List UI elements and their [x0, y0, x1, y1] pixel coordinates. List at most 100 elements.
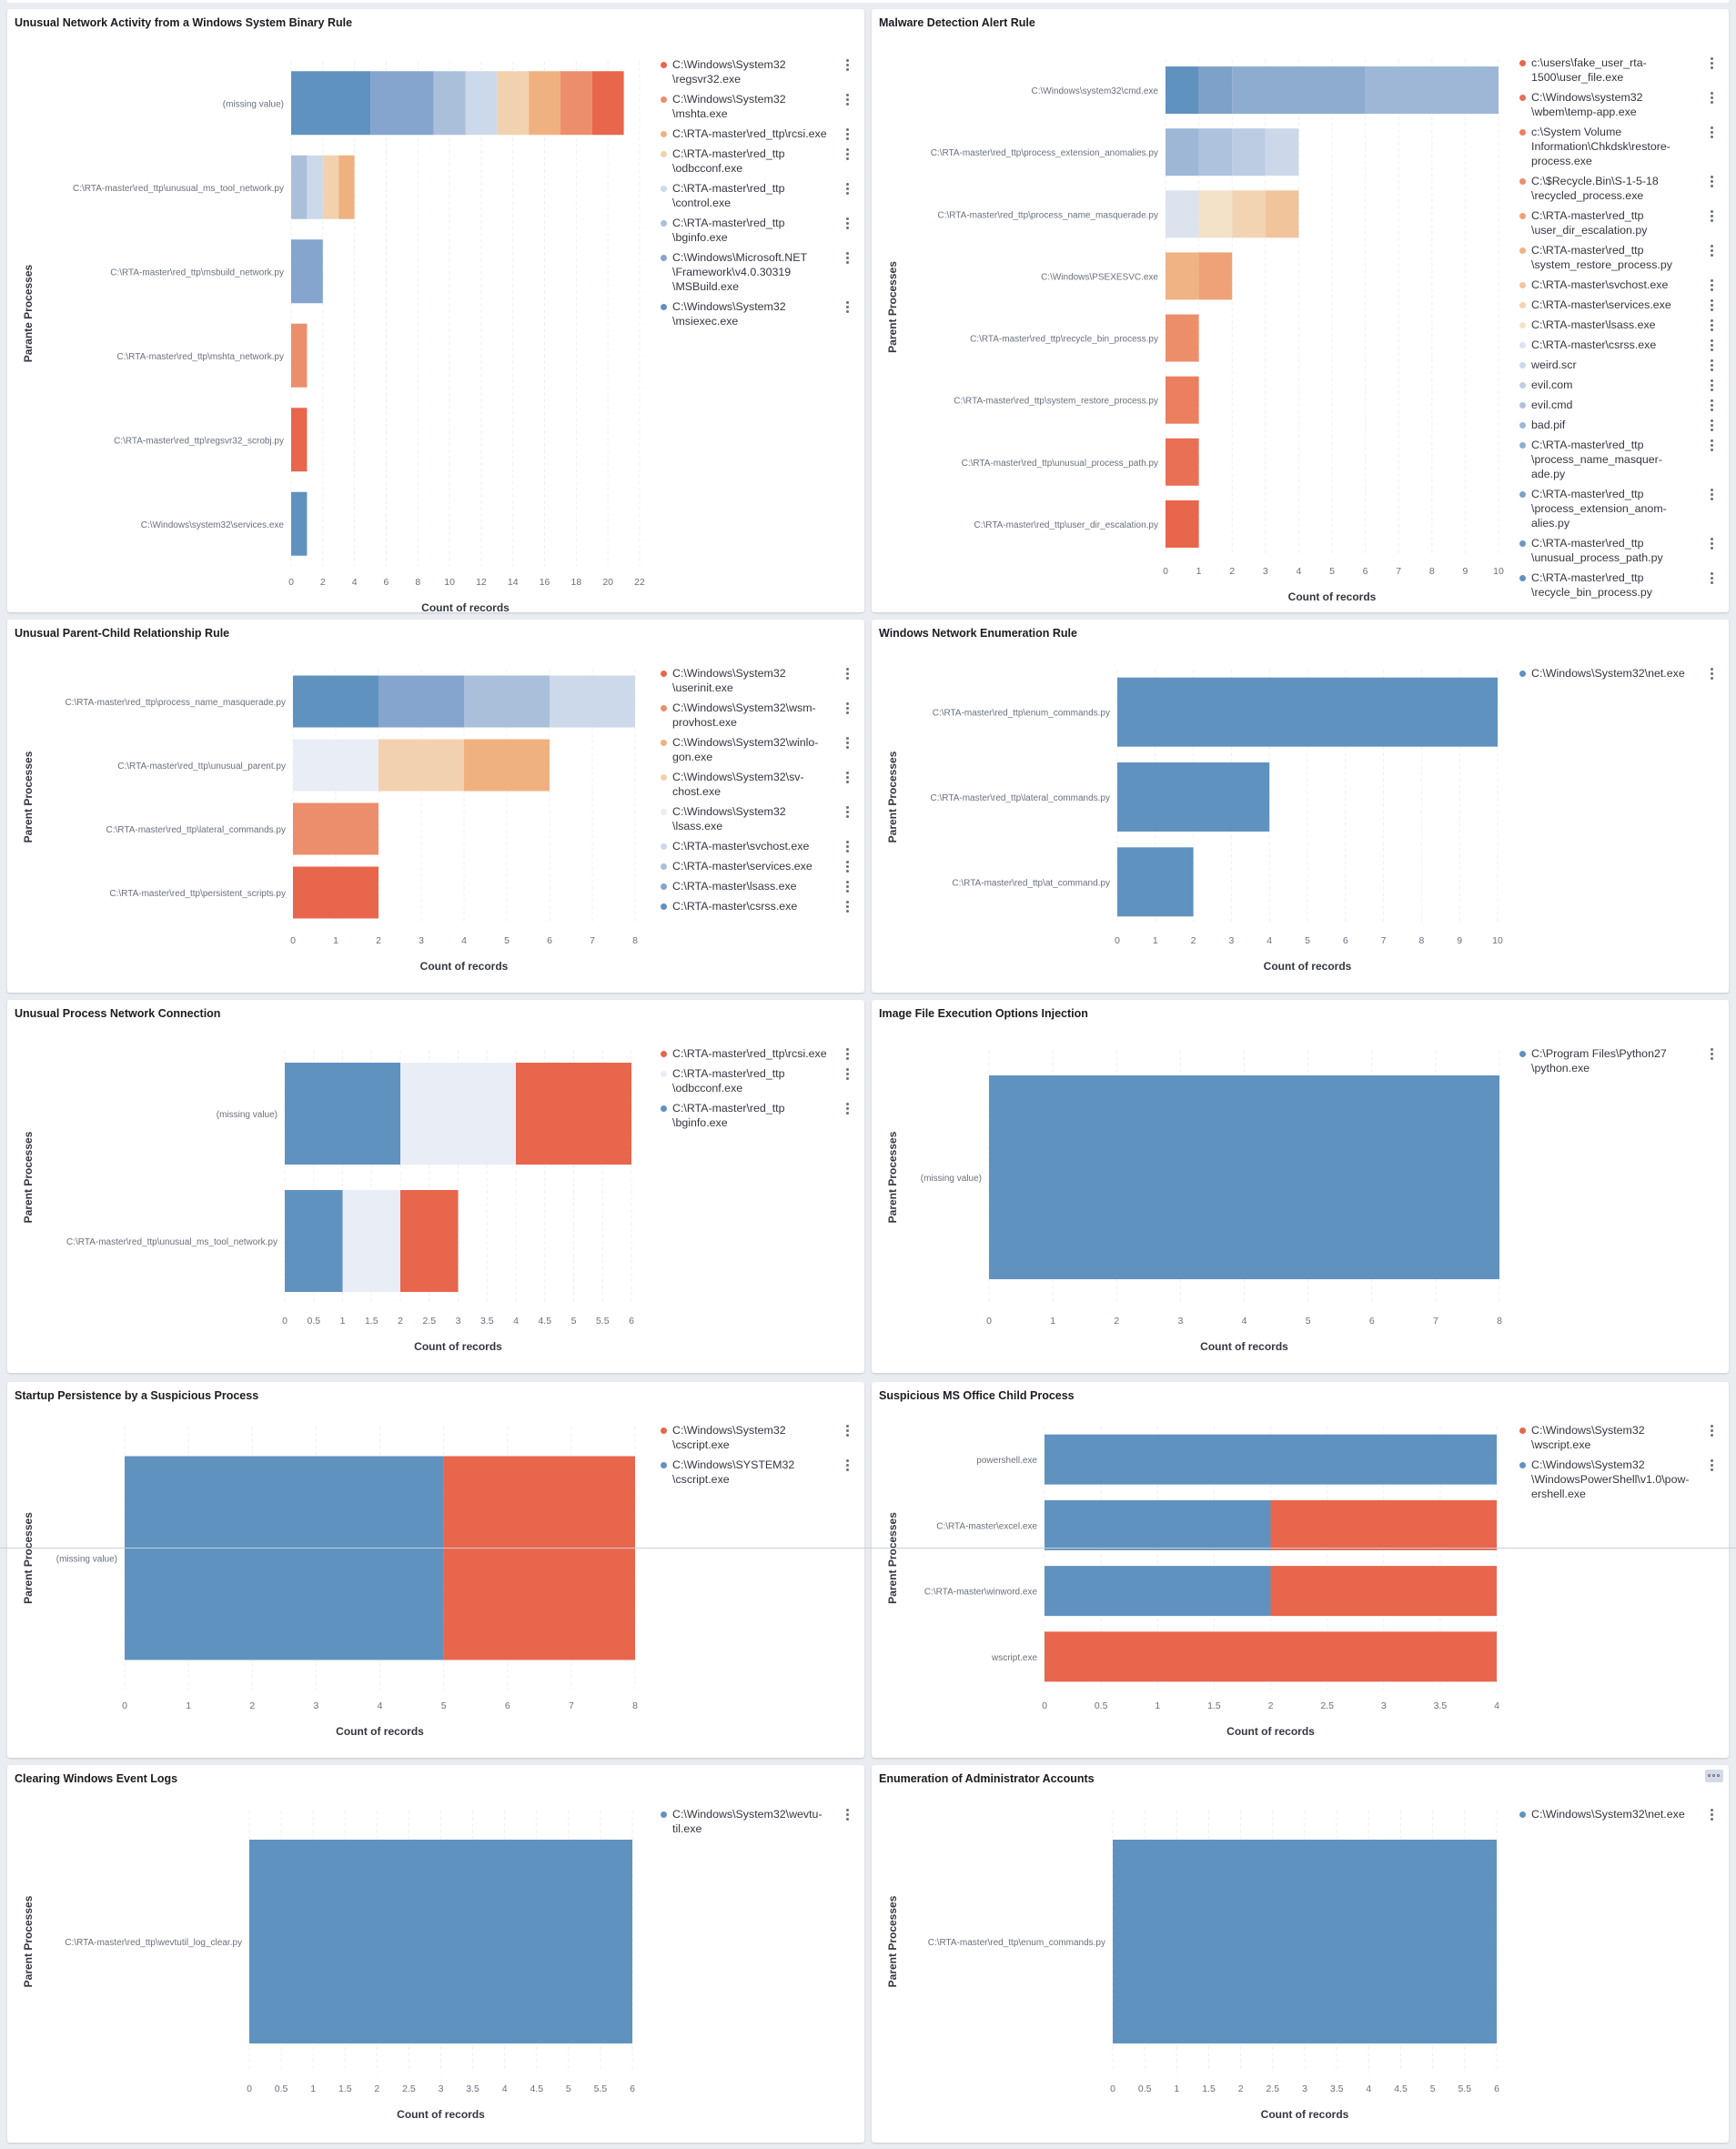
legend-options-icon[interactable] — [844, 216, 850, 230]
legend-item[interactable]: C:\RTA-master\red_ttp \process_name_masq… — [1519, 438, 1716, 481]
legend-item[interactable]: C:\RTA-master\svchost.exe — [661, 839, 852, 853]
legend-item[interactable]: C:\RTA-master\lsass.exe — [661, 879, 852, 893]
legend-options-icon[interactable] — [844, 735, 850, 750]
legend-options-icon[interactable] — [1709, 55, 1714, 70]
legend-options-icon[interactable] — [844, 804, 850, 819]
legend-item[interactable]: C:\RTA-master\csrss.exe — [661, 899, 852, 913]
legend-options-icon[interactable] — [844, 181, 850, 196]
legend-item[interactable]: C:\Windows\System32 \mshta.exe — [661, 92, 852, 121]
bar-segment[interactable] — [293, 802, 378, 855]
legend-options-icon[interactable] — [844, 1807, 850, 1821]
legend-item[interactable]: C:\RTA-master\red_ttp\rcsi.exe — [661, 126, 852, 141]
legend-item[interactable]: c:\System Volume Information\Chkdsk\rest… — [1519, 125, 1716, 168]
bar-segment[interactable] — [464, 675, 550, 728]
legend-item[interactable]: weird.scr — [1519, 358, 1716, 372]
bar-segment[interactable] — [1365, 66, 1499, 115]
legend-item[interactable]: C:\RTA-master\red_ttp \bginfo.exe — [661, 1101, 852, 1130]
legend-item[interactable]: C:\RTA-master\red_ttp \process_extension… — [1519, 487, 1716, 530]
bar-segment[interactable] — [1270, 1566, 1498, 1617]
bar-segment[interactable] — [550, 675, 635, 728]
legend-options-icon[interactable] — [1709, 338, 1714, 352]
legend-options-icon[interactable] — [1709, 1423, 1714, 1438]
legend-options-icon[interactable] — [1709, 418, 1714, 432]
legend-options-icon[interactable] — [1709, 208, 1714, 223]
bar-segment[interactable] — [293, 866, 378, 919]
bar-segment[interactable] — [291, 71, 371, 136]
legend-item[interactable]: C:\RTA-master\red_ttp \user_dir_escalati… — [1519, 208, 1716, 237]
bar-segment[interactable] — [291, 323, 308, 388]
legend-options-icon[interactable] — [1709, 438, 1714, 452]
bar-segment[interactable] — [989, 1075, 1499, 1279]
legend-options-icon[interactable] — [844, 250, 850, 265]
bar-segment[interactable] — [285, 1063, 400, 1165]
legend-options-icon[interactable] — [1709, 90, 1714, 105]
bar-segment[interactable] — [465, 71, 498, 136]
legend-item[interactable]: C:\Windows\System32\sv- chost.exe — [661, 770, 852, 799]
legend-options-icon[interactable] — [1709, 666, 1714, 681]
legend-options-icon[interactable] — [844, 146, 850, 161]
bar-segment[interactable] — [1166, 190, 1199, 238]
bar-segment[interactable] — [1045, 1434, 1497, 1485]
legend-options-icon[interactable] — [1709, 358, 1714, 372]
legend-options-icon[interactable] — [844, 1423, 850, 1438]
bar-segment[interactable] — [307, 155, 323, 219]
legend-options-icon[interactable] — [844, 839, 850, 853]
legend-item[interactable]: C:\Windows\System32 \msiexec.exe — [661, 299, 852, 328]
bar-segment[interactable] — [342, 1190, 401, 1292]
bar-segment[interactable] — [1232, 128, 1266, 177]
legend-item[interactable]: C:\Windows\Microsoft.NET \Framework\v4.0… — [661, 250, 852, 294]
bar-segment[interactable] — [378, 675, 464, 728]
legend-item[interactable]: C:\Windows\System32\net.exe — [1519, 666, 1716, 681]
legend-options-icon[interactable] — [844, 1046, 850, 1061]
legend-item[interactable]: C:\RTA-master\csrss.exe — [1519, 338, 1716, 352]
bar-segment[interactable] — [291, 239, 323, 304]
bar-segment[interactable] — [293, 675, 378, 728]
legend-item[interactable]: C:\RTA-master\lsass.exe — [1519, 318, 1716, 332]
legend-options-icon[interactable] — [1709, 398, 1714, 412]
bar-segment[interactable] — [1166, 376, 1199, 424]
bar-segment[interactable] — [400, 1190, 459, 1292]
legend-item[interactable]: C:\RTA-master\red_ttp \recycle_bin_proce… — [1519, 570, 1716, 600]
legend-options-icon[interactable] — [844, 701, 850, 715]
bar-segment[interactable] — [291, 491, 308, 556]
legend-item[interactable]: C:\Windows\System32\wsm- provhost.exe — [661, 701, 852, 730]
bar-segment[interactable] — [1265, 128, 1299, 177]
bar-segment[interactable] — [1166, 499, 1199, 548]
bar-segment[interactable] — [291, 408, 308, 472]
legend-options-icon[interactable] — [1709, 487, 1714, 501]
bar-segment[interactable] — [400, 1063, 516, 1165]
legend-item[interactable]: C:\Windows\System32 \WindowsPowerShell\v… — [1519, 1458, 1716, 1501]
bar-segment[interactable] — [291, 155, 308, 219]
bar-segment[interactable] — [1045, 1631, 1497, 1682]
bar-segment[interactable] — [1045, 1566, 1271, 1617]
bar-segment[interactable] — [560, 71, 592, 136]
bar-segment[interactable] — [249, 1840, 632, 2043]
legend-item[interactable]: evil.cmd — [1519, 398, 1716, 412]
legend-options-icon[interactable] — [844, 1066, 850, 1081]
legend-item[interactable]: C:\RTA-master\services.exe — [661, 859, 852, 873]
legend-options-icon[interactable] — [1709, 243, 1714, 257]
legend-options-icon[interactable] — [844, 57, 850, 72]
bar-segment[interactable] — [1265, 190, 1299, 238]
legend-options-icon[interactable] — [844, 859, 850, 873]
legend-item[interactable]: C:\Windows\System32\wevtu- til.exe — [661, 1807, 852, 1836]
legend-options-icon[interactable] — [844, 299, 850, 314]
bar-segment[interactable] — [1117, 677, 1498, 747]
bar-segment[interactable] — [1166, 252, 1199, 300]
legend-options-icon[interactable] — [844, 899, 850, 913]
legend-item[interactable]: C:\RTA-master\svchost.exe — [1519, 277, 1716, 292]
bar-segment[interactable] — [1117, 847, 1194, 917]
bar-segment[interactable] — [1198, 252, 1233, 300]
legend-options-icon[interactable] — [1709, 174, 1714, 188]
legend-options-icon[interactable] — [1709, 318, 1714, 332]
bar-segment[interactable] — [1166, 128, 1199, 177]
bar-segment[interactable] — [1166, 438, 1199, 486]
bar-segment[interactable] — [293, 739, 378, 792]
legend-options-icon[interactable] — [1709, 536, 1714, 550]
bar-segment[interactable] — [516, 1063, 631, 1165]
legend-item[interactable]: C:\RTA-master\red_ttp \bginfo.exe — [661, 216, 852, 245]
legend-item[interactable]: evil.com — [1519, 378, 1716, 392]
bar-segment[interactable] — [1198, 128, 1233, 177]
legend-options-icon[interactable] — [844, 770, 850, 784]
legend-item[interactable]: C:\RTA-master\red_ttp \odbcconf.exe — [661, 146, 852, 176]
